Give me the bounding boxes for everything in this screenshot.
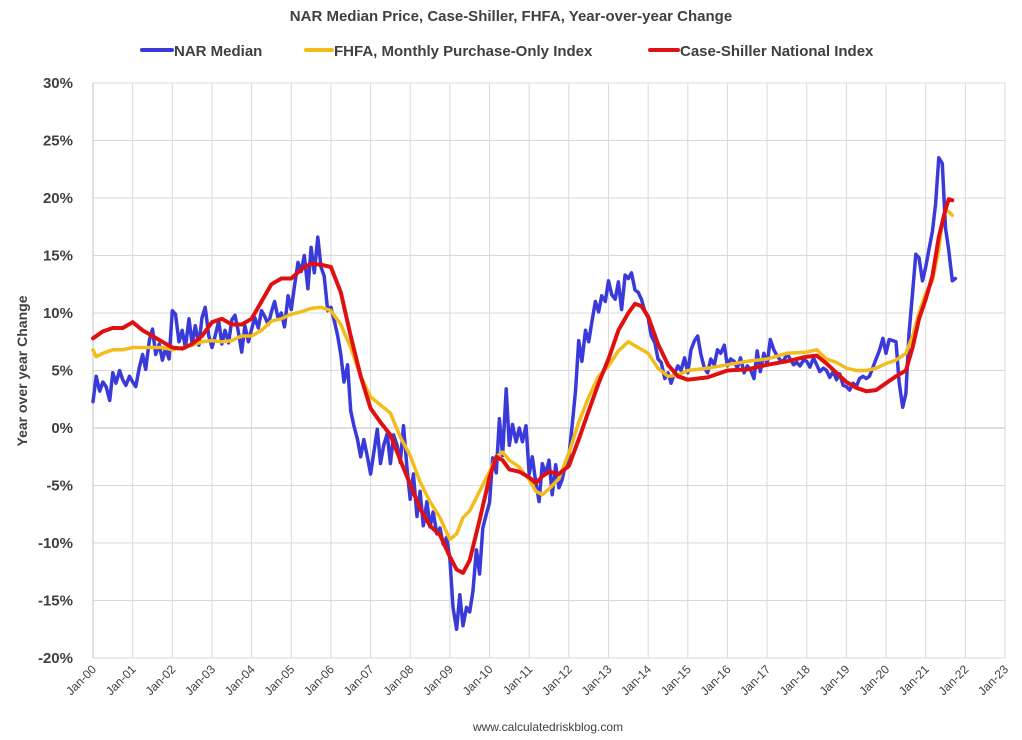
series-line-nar-median <box>91 156 958 632</box>
y-tick-label: 25% <box>43 133 73 150</box>
x-tick-label: Jan-06 <box>301 662 337 698</box>
y-axis-label: Year over year Change <box>14 295 30 446</box>
y-tick-label: 15% <box>43 248 73 265</box>
x-tick-label: Jan-15 <box>658 662 694 698</box>
gridlines <box>93 82 1006 659</box>
x-tick-label: Jan-09 <box>420 662 456 698</box>
x-tick-label: Jan-23 <box>975 662 1011 698</box>
x-tick-label: Jan-03 <box>182 662 218 698</box>
x-tick-label: Jan-14 <box>618 662 654 698</box>
legend-label-fhfa: FHFA, Monthly Purchase-Only Index <box>334 43 593 60</box>
y-tick-label: 0% <box>51 420 73 437</box>
series-lines <box>91 156 958 632</box>
y-tick-label: 5% <box>51 363 73 380</box>
x-tick-label: Jan-20 <box>856 662 892 698</box>
y-tick-label: -5% <box>46 478 73 495</box>
axes <box>92 83 1005 658</box>
x-tick-label: Jan-04 <box>222 662 258 698</box>
x-tick-label: Jan-01 <box>103 662 139 698</box>
y-tick-label: -15% <box>38 593 73 610</box>
y-tick-label: 20% <box>43 190 73 207</box>
x-tick-label: Jan-21 <box>896 662 932 698</box>
x-tick-label: Jan-00 <box>63 662 99 698</box>
x-tick-label: Jan-22 <box>936 662 972 698</box>
y-tick-label: 30% <box>43 75 73 92</box>
legend-label-nar: NAR Median <box>174 43 262 60</box>
y-axis-ticks: 30% 25% 20% 15% 10% 5% 0% -5% -10% -15% -20% <box>38 75 73 667</box>
x-tick-label: Jan-11 <box>500 662 535 697</box>
y-tick-label: -10% <box>38 535 73 552</box>
series-line-case-shiller-national-index <box>91 197 955 575</box>
chart-title: NAR Median Price, Case-Shiller, FHFA, Ye… <box>290 8 732 25</box>
x-tick-label: Jan-07 <box>341 662 377 698</box>
series-line-fhfa-monthly-purchase-only-index <box>91 207 955 542</box>
legend-label-case-shiller: Case-Shiller National Index <box>680 43 874 60</box>
y-tick-label: 10% <box>43 305 73 322</box>
x-tick-label: Jan-17 <box>737 662 773 698</box>
y-tick-label: -20% <box>38 650 73 667</box>
x-tick-label: Jan-08 <box>380 662 416 698</box>
x-tick-label: Jan-12 <box>539 662 575 698</box>
x-tick-label: Jan-13 <box>579 662 615 698</box>
x-tick-label: Jan-18 <box>777 662 813 698</box>
legend: NAR Median FHFA, Monthly Purchase-Only I… <box>140 43 874 60</box>
source-credit: www.calculatedriskblog.com <box>472 720 623 734</box>
x-tick-label: Jan-02 <box>143 662 179 698</box>
x-tick-label: Jan-19 <box>817 662 853 698</box>
x-tick-label: Jan-05 <box>262 662 298 698</box>
x-tick-label: Jan-10 <box>460 662 496 698</box>
x-tick-label: Jan-16 <box>698 662 734 698</box>
x-axis-ticks: Jan-00 Jan-01 Jan-02 Jan-03 Jan-04 Jan-05 Jan-… <box>63 662 1011 698</box>
